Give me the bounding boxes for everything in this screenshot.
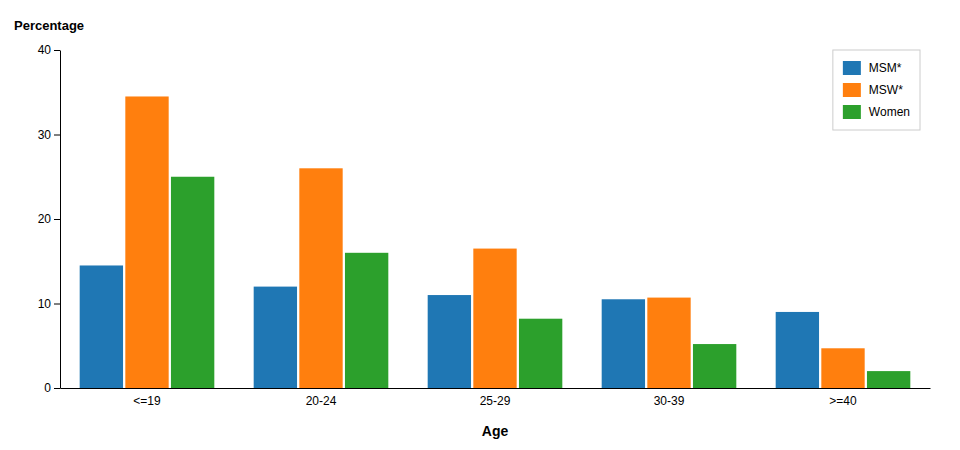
y-tick-label: 40	[38, 43, 52, 57]
bar-series	[171, 177, 910, 388]
y-tick-mark	[54, 219, 60, 220]
chart: <=19 20-24 25-29 30-39 >=40 0 10 20 30 40 Age Perce…	[0, 0, 960, 450]
bar	[473, 249, 516, 388]
legend-swatch	[843, 61, 861, 75]
y-tick-mark	[54, 388, 60, 389]
y-axis-line	[60, 51, 61, 389]
legend-item: Women	[843, 105, 910, 119]
y-tick-mark	[54, 304, 60, 305]
x-tick: <=19	[133, 394, 161, 408]
x-tick-label: 20-24	[306, 394, 337, 408]
x-axis-title: Age	[482, 423, 509, 439]
y-tick-label: 10	[38, 297, 52, 311]
legend-label: MSM*	[869, 61, 902, 75]
legend-item: MSM*	[843, 61, 902, 75]
legend-swatch	[843, 83, 861, 97]
x-tick: >=40	[829, 394, 857, 408]
x-tick: 25-29	[480, 394, 511, 408]
y-tick-label: 30	[38, 128, 52, 142]
bar	[693, 344, 736, 388]
legend: MSM* MSW* Women	[833, 50, 920, 130]
y-tick: 20	[38, 212, 60, 226]
bar	[821, 348, 864, 388]
bars	[80, 96, 911, 388]
y-tick-label: 0	[44, 381, 51, 395]
x-tick: 30-39	[654, 394, 685, 408]
bar	[299, 168, 342, 388]
y-tick-mark	[54, 135, 60, 136]
y-tick: 10	[38, 297, 60, 311]
y-tick-mark	[54, 50, 60, 51]
legend-item: MSW*	[843, 83, 903, 97]
y-tick-label: 20	[38, 212, 52, 226]
bar	[519, 319, 562, 388]
bar	[428, 295, 471, 388]
bar	[171, 177, 214, 388]
bar	[125, 96, 168, 388]
bar	[602, 299, 645, 388]
legend-label: Women	[869, 105, 910, 119]
x-tick-label: 25-29	[480, 394, 511, 408]
x-tick-label: >=40	[829, 394, 857, 408]
bar-series	[125, 96, 864, 388]
bar	[867, 371, 910, 388]
y-axis: 0 10 20 30 40	[38, 43, 61, 395]
x-tick-label: 30-39	[654, 394, 685, 408]
bar	[647, 298, 690, 388]
x-axis: <=19 20-24 25-29 30-39 >=40	[61, 389, 931, 409]
bar	[776, 312, 819, 388]
x-tick: 20-24	[306, 394, 337, 408]
legend-swatch	[843, 105, 861, 119]
legend-box	[833, 50, 920, 130]
y-tick: 30	[38, 128, 60, 142]
x-tick-label: <=19	[133, 394, 161, 408]
y-tick: 0	[44, 381, 60, 395]
legend-label: MSW*	[869, 83, 903, 97]
y-tick: 40	[38, 43, 60, 57]
x-axis-line	[61, 388, 931, 389]
bar	[254, 287, 297, 388]
bar	[345, 253, 388, 388]
bar	[80, 265, 123, 388]
y-axis-title: Percentage	[14, 18, 84, 33]
